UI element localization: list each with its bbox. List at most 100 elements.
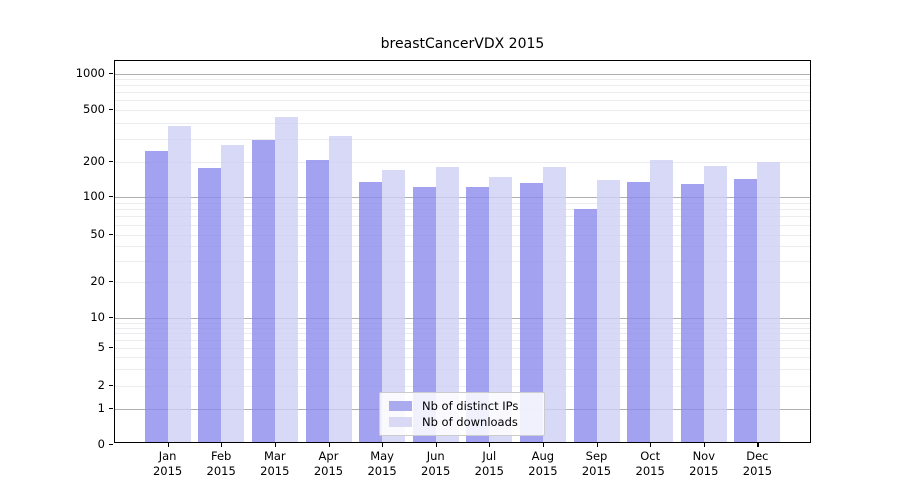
y-tick-1000 [109, 72, 113, 74]
y-tick-200 [109, 160, 113, 162]
y-tick-1 [109, 408, 113, 410]
bar-distinct-ips-jun [412, 187, 436, 442]
gridline-40 [115, 246, 810, 248]
legend-label-downloads: Nb of downloads [422, 415, 518, 429]
bar-downloads-jul [489, 176, 513, 442]
x-label-jan: Jan 2015 [152, 449, 183, 478]
gridline-10 [115, 318, 810, 319]
x-label-dec: Dec 2015 [742, 449, 773, 478]
y-tick-100 [109, 196, 113, 198]
bar-distinct-ips-feb [198, 167, 222, 442]
y-label-1000: 1000 [75, 65, 105, 80]
x-tick-apr [328, 443, 330, 447]
bar-distinct-ips-sep [573, 209, 597, 442]
bar-downloads-apr [328, 135, 352, 442]
x-tick-mar [274, 443, 276, 447]
x-tick-jun [435, 443, 437, 447]
legend-label-distinct-ips: Nb of distinct IPs [422, 399, 519, 413]
y-label-1: 1 [97, 401, 105, 415]
x-label-aug: Aug 2015 [528, 449, 558, 478]
x-label-jun: Jun 2015 [421, 449, 451, 478]
x-tick-feb [221, 443, 223, 447]
gridline-500 [115, 110, 810, 111]
bar-distinct-ips-aug [519, 183, 543, 442]
x-tick-oct [650, 443, 652, 447]
bar-downloads-aug [542, 167, 566, 442]
y-tick-0 [109, 443, 113, 445]
y-label-10: 10 [90, 310, 105, 324]
x-label-may: May 2015 [367, 449, 397, 478]
gridline-8 [115, 327, 810, 329]
gridline-1000 [115, 73, 810, 75]
bar-distinct-ips-oct [627, 181, 651, 442]
gridline-400 [115, 122, 810, 124]
x-label-oct: Oct 2015 [635, 449, 665, 478]
bar-distinct-ips-may [359, 182, 383, 442]
plot-area: Nb of distinct IPs Nb of downloads [114, 60, 811, 443]
bar-distinct-ips-mar [251, 140, 275, 442]
y-label-50: 50 [90, 226, 105, 241]
gridline-2 [115, 386, 810, 387]
gridline-3 [115, 369, 810, 371]
legend-swatch-downloads [389, 417, 412, 427]
x-label-mar: Mar 2015 [260, 449, 290, 478]
gridline-80 [115, 209, 810, 211]
gridline-800 [115, 85, 810, 87]
legend-row-downloads: Nb of downloads [389, 415, 536, 429]
bar-downloads-dec [757, 161, 781, 442]
y-tick-5 [109, 347, 113, 349]
legend-row-distinct-ips: Nb of distinct IPs [389, 399, 536, 413]
bar-distinct-ips-jan [144, 150, 168, 442]
gridline-7 [115, 333, 810, 335]
y-label-500: 500 [83, 102, 105, 116]
y-label-5: 5 [97, 340, 105, 354]
bar-downloads-nov [703, 166, 727, 442]
x-label-feb: Feb 2015 [206, 449, 236, 478]
y-tick-500 [109, 109, 113, 111]
y-label-2: 2 [97, 378, 105, 392]
gridline-9 [115, 322, 810, 324]
bar-downloads-may [382, 170, 406, 442]
legend: Nb of distinct IPs Nb of downloads [379, 392, 545, 436]
y-tick-20 [109, 281, 113, 283]
gridline-100 [115, 197, 810, 198]
x-tick-jan [167, 443, 169, 447]
bar-distinct-ips-apr [305, 159, 329, 442]
y-label-20: 20 [90, 274, 105, 288]
gridline-900 [115, 79, 810, 80]
bar-distinct-ips-dec [734, 179, 758, 442]
gridline-4 [115, 357, 810, 359]
gridline-70 [115, 216, 810, 218]
gridline-30 [115, 261, 810, 262]
x-tick-may [382, 443, 384, 447]
y-label-0: 0 [97, 436, 105, 451]
gridline-5 [115, 348, 810, 349]
y-tick-50 [109, 233, 113, 235]
x-tick-nov [703, 443, 705, 447]
bar-downloads-sep [596, 179, 620, 442]
x-tick-dec [757, 443, 759, 447]
x-tick-aug [542, 443, 545, 447]
gridline-90 [115, 202, 810, 204]
bar-downloads-oct [650, 159, 674, 442]
gridline-700 [115, 92, 810, 94]
bar-downloads-jun [435, 166, 459, 442]
x-label-apr: Apr 2015 [313, 449, 344, 478]
x-tick-jul [489, 443, 491, 447]
bar-downloads-mar [274, 117, 298, 442]
legend-swatch-distinct-ips [389, 401, 412, 411]
chart-title: breastCancerVDX 2015 [380, 36, 545, 52]
bar-downloads-jan [167, 125, 191, 442]
gridline-200 [115, 161, 810, 163]
gridline-600 [115, 100, 810, 102]
x-label-nov: Nov 2015 [689, 449, 719, 478]
bar-distinct-ips-nov [680, 184, 704, 442]
gridline-50 [115, 234, 810, 236]
bar-distinct-ips-jul [466, 186, 490, 442]
x-tick-sep [596, 443, 598, 447]
gridline-6 [115, 340, 810, 342]
y-tick-2 [109, 385, 113, 387]
gridline-300 [115, 138, 810, 140]
y-label-200: 200 [83, 153, 105, 168]
